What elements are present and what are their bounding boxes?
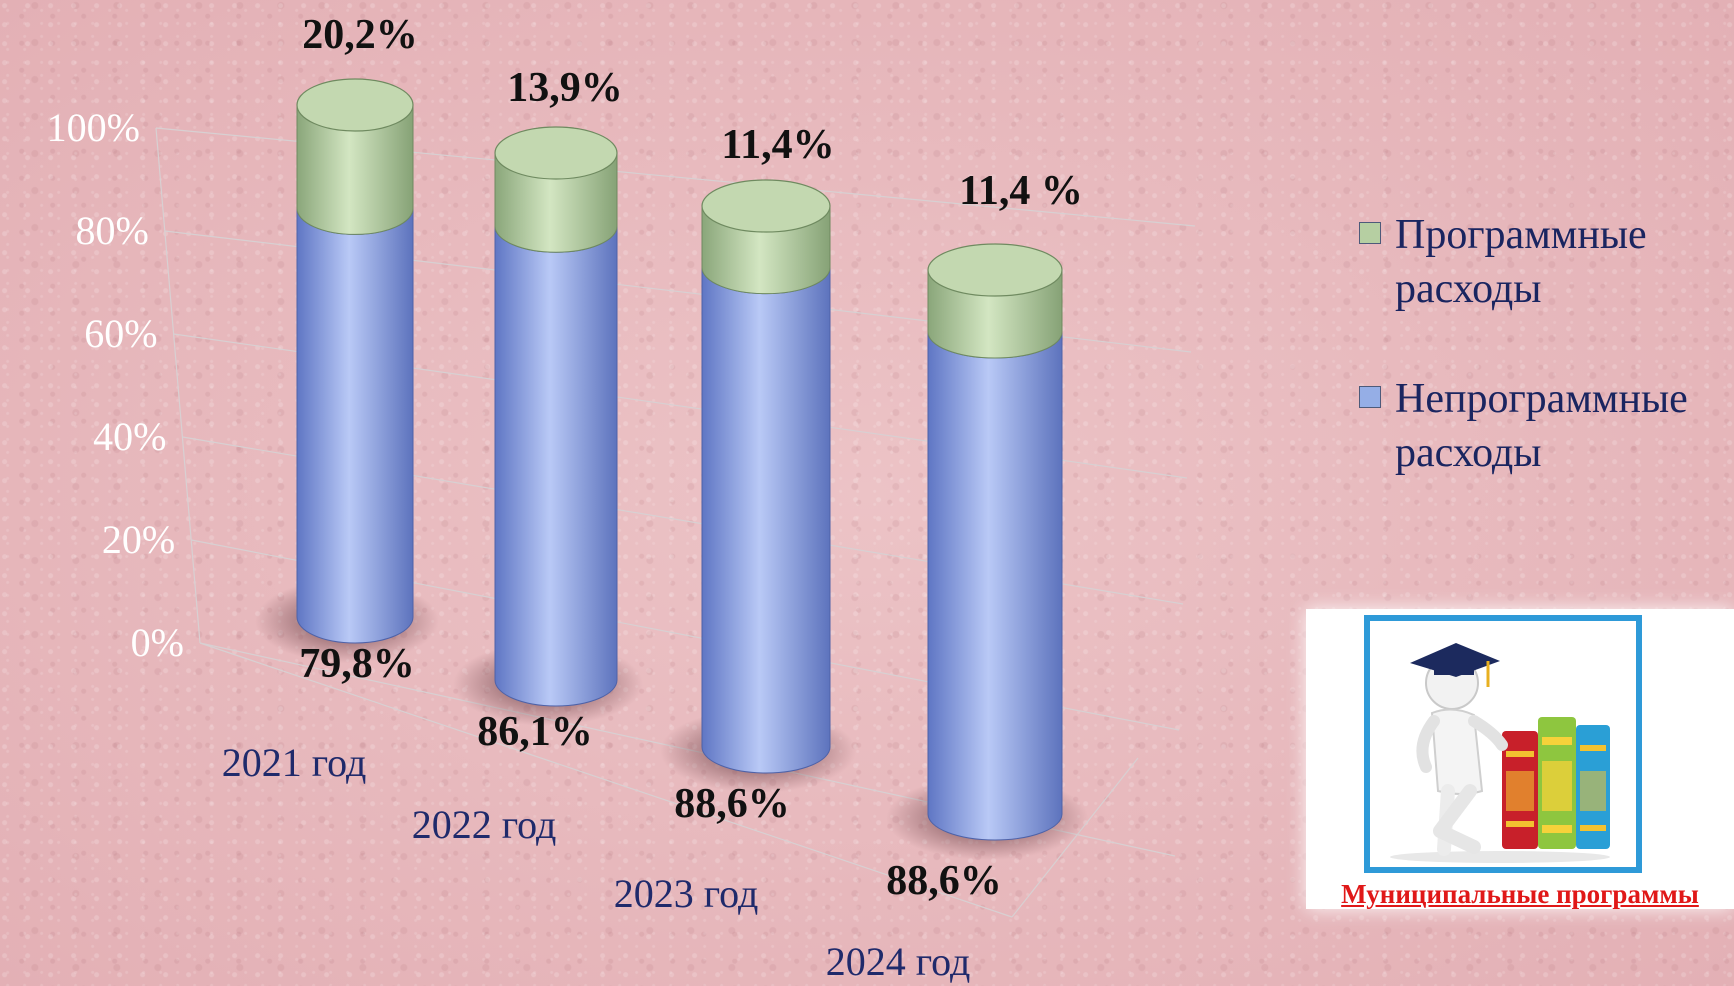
bar-segment-neprogrammnye (701, 267, 831, 774)
promo-image-frame (1364, 615, 1642, 873)
data-label-programmnye: 11,4% (721, 122, 834, 168)
y-axis-line (155, 127, 201, 644)
bar-segment-programmnye (494, 152, 618, 253)
data-label-neprogrammnye: 88,6% (674, 781, 790, 827)
legend-swatch-neprogrammnye (1359, 386, 1381, 408)
y-tick-label: 20% (102, 517, 175, 562)
bar-segment-programmnye (296, 104, 414, 235)
legend-item-programmnye: Программные расходы (1355, 208, 1734, 316)
chart-axis-ticks: 0% 20% 40% 60% 80% 100% 2021 год 2022 год 2023 г… (47, 105, 971, 984)
graduate-figure-with-books-icon (1390, 643, 1610, 863)
data-label-neprogrammnye: 88,6% (886, 858, 1002, 904)
x-tick-label: 2024 год (826, 939, 971, 984)
data-label-programmnye: 13,9% (507, 65, 623, 111)
legend-label-neprogrammnye: Непрограммные расходы (1395, 376, 1688, 476)
bar-segment-neprogrammnye (494, 226, 618, 707)
y-tick-label: 40% (93, 414, 166, 459)
municipal-programs-card: Муниципальные программы (1306, 609, 1734, 909)
x-tick-label: 2023 год (614, 871, 759, 916)
y-tick-label: 60% (84, 311, 157, 356)
chart-data-labels: 20,2% 13,9% 11,4% 11,4 % 79,8% 86,1% 88,6% 88,6… (299, 12, 1083, 904)
bar-top-cap (296, 78, 414, 132)
legend-item-neprogrammnye: Непрограммные расходы (1355, 372, 1734, 480)
chart-bars (255, 78, 1088, 860)
x-tick-label: 2021 год (222, 740, 367, 785)
y-tick-label: 80% (75, 208, 148, 253)
legend-swatch-programmnye (1359, 222, 1381, 244)
data-label-neprogrammnye: 86,1% (477, 709, 593, 755)
chart-legend: Программные расходы Непрограммные расход… (1355, 208, 1734, 536)
bar-segment-neprogrammnye (927, 332, 1063, 841)
promo-caption: Муниципальные программы (1341, 879, 1699, 909)
y-tick-label: 100% (47, 105, 140, 150)
data-label-neprogrammnye: 79,8% (299, 641, 415, 687)
legend-label-programmnye: Программные расходы (1395, 212, 1647, 312)
bar-segment-neprogrammnye (296, 208, 414, 644)
data-label-programmnye: 11,4 % (959, 168, 1083, 214)
bar-top-cap (927, 243, 1063, 297)
x-tick-label: 2022 год (412, 802, 557, 847)
data-label-programmnye: 20,2% (302, 12, 418, 58)
bar-top-cap (494, 126, 618, 180)
bar-top-cap (701, 179, 831, 233)
x-axis-line (199, 642, 1013, 918)
y-tick-label: 0% (131, 620, 184, 665)
